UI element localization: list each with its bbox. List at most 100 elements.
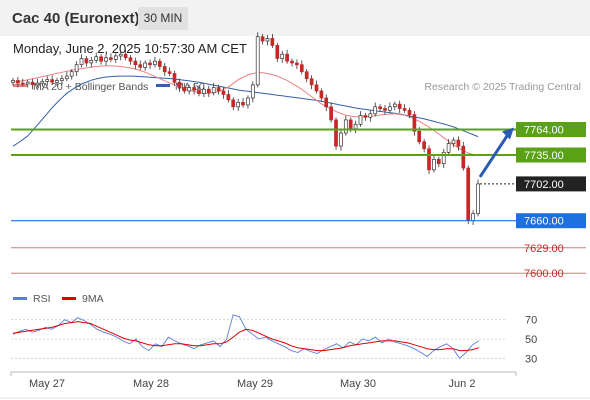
candle [241, 102, 245, 106]
candle [99, 56, 103, 62]
candle [182, 87, 187, 92]
rsi-tick-label: 70 [525, 315, 537, 327]
x-tick-label: May 29 [237, 378, 273, 390]
header-bar [0, 0, 590, 36]
rsi-ma-line [12, 321, 480, 352]
candle [109, 57, 113, 60]
candle [348, 119, 353, 130]
candle [295, 62, 299, 66]
candle [16, 80, 20, 84]
rsi-plot: 30 50 70 [11, 314, 537, 365]
candle [373, 106, 378, 115]
rsi-ma-legend-label: 9MA [82, 293, 104, 305]
candle [417, 130, 422, 143]
candle [35, 82, 40, 86]
projection-arrow [478, 133, 510, 178]
candle [216, 87, 221, 92]
datetime-label: Monday, June 2, 2025 10:57:30 AM CET [13, 41, 247, 56]
candle [206, 88, 211, 94]
candle [260, 36, 265, 42]
candle [128, 57, 133, 62]
candle [25, 81, 30, 85]
candle [471, 213, 475, 222]
rsi-tick-label: 30 [525, 353, 537, 365]
candle [148, 62, 152, 66]
candle [138, 64, 143, 68]
candle [187, 87, 192, 92]
price-level-tag [516, 147, 586, 163]
price-level-tag [516, 213, 586, 229]
candle [334, 119, 338, 147]
candle [275, 45, 280, 59]
candle [402, 108, 407, 111]
candle [314, 84, 319, 92]
candle [221, 90, 226, 95]
candle [226, 94, 231, 101]
interval-button[interactable]: 30 MIN [138, 7, 188, 30]
candle [11, 80, 15, 83]
candle [162, 66, 167, 73]
price-plot: 7764.00 7735.00 7702.00 7660.00 7629.00 7600.… [11, 32, 586, 280]
price-level-tag [516, 122, 586, 137]
candle [407, 109, 412, 116]
candle [250, 84, 255, 99]
candle [466, 167, 471, 222]
candle [339, 132, 343, 147]
candle [343, 119, 348, 134]
candle [255, 36, 260, 86]
candle [324, 97, 329, 108]
candle [265, 38, 270, 42]
rsi-ma-legend-swatch [62, 297, 76, 300]
x-tick-label: May 28 [133, 378, 169, 390]
candle [192, 87, 196, 91]
price-level-label: 7660.00 [524, 216, 564, 228]
price-level-label: 7764.00 [524, 125, 564, 137]
candle [123, 53, 128, 59]
candle [436, 158, 441, 165]
candle [476, 183, 480, 215]
x-tick-label: Jun 2 [449, 378, 476, 390]
candle [368, 113, 373, 118]
candle [363, 115, 368, 118]
rsi-tick-label: 50 [525, 334, 537, 346]
candle [167, 71, 172, 74]
rsi-legend-label: RSI [33, 293, 51, 305]
candle [84, 58, 89, 64]
ma20-legend-swatch [13, 84, 27, 87]
candle [60, 78, 64, 81]
candle [231, 99, 236, 108]
price-level-label: 7702.00 [524, 179, 564, 191]
candle [397, 103, 402, 109]
candle [157, 60, 162, 67]
candle [304, 71, 309, 80]
candle [153, 60, 157, 66]
candle [197, 89, 201, 94]
projection-arrowhead [502, 127, 514, 140]
instrument-title: Cac 40 (Euronext) [12, 10, 140, 27]
candle [353, 123, 358, 130]
candle [94, 56, 99, 61]
candle [299, 64, 304, 73]
ma20-line [12, 65, 479, 157]
candle [172, 73, 177, 83]
candle [55, 80, 59, 83]
candle [20, 82, 25, 85]
candle [69, 71, 74, 77]
candle [113, 55, 118, 60]
candle [236, 102, 240, 108]
candle [329, 106, 333, 121]
ma20-legend-label: MA 20 + Bollinger Bands [33, 81, 148, 93]
candle [388, 106, 392, 111]
candle [74, 64, 79, 73]
candle [202, 88, 206, 94]
x-axis: May 27 May 28 May 29 May 30 Jun 2 [0, 371, 590, 399]
candle [143, 62, 147, 68]
candle [319, 90, 324, 99]
candle [79, 58, 84, 66]
price-level-tag [516, 176, 586, 192]
candle [378, 106, 382, 109]
candle [45, 79, 50, 82]
candle [246, 97, 250, 106]
